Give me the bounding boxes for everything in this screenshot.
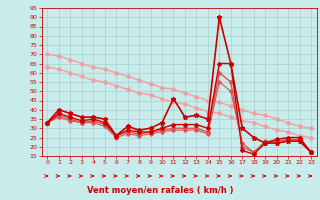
Text: Vent moyen/en rafales ( km/h ): Vent moyen/en rafales ( km/h ) [87,186,233,195]
